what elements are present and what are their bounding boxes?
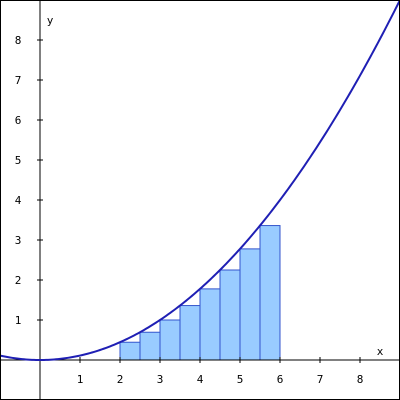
y-tick-label: 3 [15,234,22,247]
x-tick-label: 6 [277,373,284,386]
x-axis-label: x [377,345,384,358]
x-tick-label: 4 [197,373,204,386]
tick-labels: 1 2 3 4 5 6 7 8 1 2 3 4 5 6 7 8 x y [15,14,384,386]
curve-line [0,0,400,362]
riemann-rect [199,288,221,361]
y-tick-label: 1 [15,314,22,327]
x-tick-label: 7 [317,373,324,386]
y-tick-label: 6 [15,114,22,127]
riemann-rect [119,341,141,361]
riemann-rect [259,225,281,361]
y-tick-label: 5 [15,154,22,167]
riemann-rect [239,248,261,361]
riemann-rect [219,269,241,361]
riemann-rectangles [119,225,281,361]
curve-layer [0,0,400,362]
riemann-rect [179,305,201,361]
riemann-rect [159,319,181,361]
y-tick-label: 4 [15,194,22,207]
y-tick-label: 7 [15,74,22,87]
x-tick-label: 5 [237,373,244,386]
x-tick-label: 3 [157,373,164,386]
y-tick-label: 8 [15,34,22,47]
x-tick-label: 2 [117,373,124,386]
riemann-rect [139,331,161,361]
y-axis-label: y [47,14,54,27]
x-tick-label: 1 [77,373,84,386]
x-tick-label: 8 [357,373,364,386]
y-tick-label: 2 [15,274,22,287]
